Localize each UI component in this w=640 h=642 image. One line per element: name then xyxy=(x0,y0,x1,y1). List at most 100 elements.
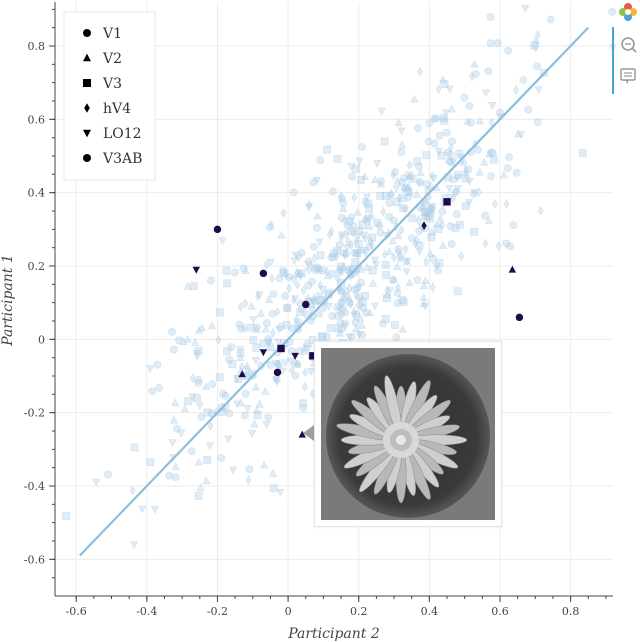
background-point xyxy=(275,326,284,334)
background-point xyxy=(290,257,299,266)
background-point xyxy=(428,227,437,236)
background-point xyxy=(442,128,451,137)
background-point xyxy=(419,281,429,290)
background-point xyxy=(423,257,429,267)
background-point xyxy=(441,109,451,118)
background-point xyxy=(418,202,427,210)
background-point xyxy=(274,359,281,370)
background-point xyxy=(241,390,250,398)
background-point xyxy=(450,193,457,204)
background-point xyxy=(475,167,484,176)
background-point xyxy=(430,139,439,148)
background-point xyxy=(410,94,419,103)
background-point xyxy=(533,118,542,127)
background-point xyxy=(475,187,482,198)
bokeh-logo-icon[interactable] xyxy=(616,0,640,24)
background-point xyxy=(302,367,308,378)
legend-label: V2 xyxy=(102,51,122,67)
legend-box xyxy=(63,11,156,181)
background-point xyxy=(422,180,431,189)
background-point xyxy=(324,266,330,277)
background-point xyxy=(408,174,417,183)
background-point xyxy=(355,245,364,254)
background-point xyxy=(351,192,358,203)
background-point xyxy=(292,269,301,277)
background-point xyxy=(386,191,395,200)
background-point xyxy=(351,258,360,267)
background-point xyxy=(249,336,258,345)
reset-zoom-icon[interactable] xyxy=(616,32,640,56)
legend-marker xyxy=(83,154,91,162)
background-point xyxy=(390,170,397,181)
background-point xyxy=(287,347,296,355)
background-point xyxy=(439,114,448,123)
background-point xyxy=(326,324,335,332)
background-point xyxy=(505,153,513,162)
background-point xyxy=(205,442,215,450)
background-point xyxy=(355,157,364,166)
background-point xyxy=(274,339,283,347)
background-point xyxy=(382,294,391,302)
highlighted-point xyxy=(238,370,246,378)
background-point xyxy=(215,373,224,382)
background-point xyxy=(327,253,336,262)
background-point xyxy=(245,475,252,486)
background-point xyxy=(413,157,422,166)
background-point xyxy=(445,185,454,193)
x-tick-label: 0.6 xyxy=(491,605,509,618)
background-point xyxy=(380,137,389,146)
background-point xyxy=(419,292,428,301)
background-point xyxy=(146,458,155,467)
background-point xyxy=(406,160,413,171)
background-point xyxy=(347,227,356,236)
background-point xyxy=(316,251,325,260)
background-point xyxy=(309,242,318,251)
background-point xyxy=(293,360,302,368)
background-point xyxy=(345,265,354,273)
background-point xyxy=(265,295,274,303)
background-point xyxy=(421,276,430,284)
background-point xyxy=(517,131,526,139)
background-point xyxy=(496,108,505,117)
background-point xyxy=(458,251,465,262)
background-point xyxy=(308,336,317,344)
background-point xyxy=(397,148,406,157)
background-point xyxy=(468,71,475,82)
background-point xyxy=(396,252,405,260)
background-point xyxy=(428,203,437,211)
background-point xyxy=(243,405,252,413)
background-point xyxy=(358,143,367,152)
background-point xyxy=(252,344,261,352)
background-point xyxy=(338,191,344,202)
background-point xyxy=(429,170,436,181)
background-point xyxy=(461,157,468,168)
background-point xyxy=(236,353,245,362)
hover-tool-icon[interactable] xyxy=(616,64,640,88)
background-point xyxy=(449,157,458,166)
background-point xyxy=(429,282,436,293)
background-point xyxy=(419,299,428,308)
background-point xyxy=(328,312,337,320)
background-point xyxy=(262,421,271,429)
background-point xyxy=(194,375,203,384)
y-tick-label: 0 xyxy=(38,333,45,346)
background-point xyxy=(279,266,288,275)
legend-marker xyxy=(84,103,90,113)
background-point xyxy=(269,273,275,284)
background-point xyxy=(451,223,460,232)
background-point xyxy=(416,204,425,212)
background-point xyxy=(171,462,180,471)
background-point xyxy=(473,145,482,154)
y-tick-label: -0.2 xyxy=(24,407,45,420)
background-point xyxy=(395,246,402,257)
background-point xyxy=(380,206,387,217)
highlighted-point xyxy=(259,269,268,278)
background-point xyxy=(381,315,390,323)
background-point xyxy=(276,488,285,497)
background-point xyxy=(326,229,333,240)
background-point xyxy=(261,324,270,333)
background-point xyxy=(177,429,186,438)
highlighted-point xyxy=(213,225,222,234)
background-point xyxy=(291,371,300,380)
background-point xyxy=(361,291,369,300)
